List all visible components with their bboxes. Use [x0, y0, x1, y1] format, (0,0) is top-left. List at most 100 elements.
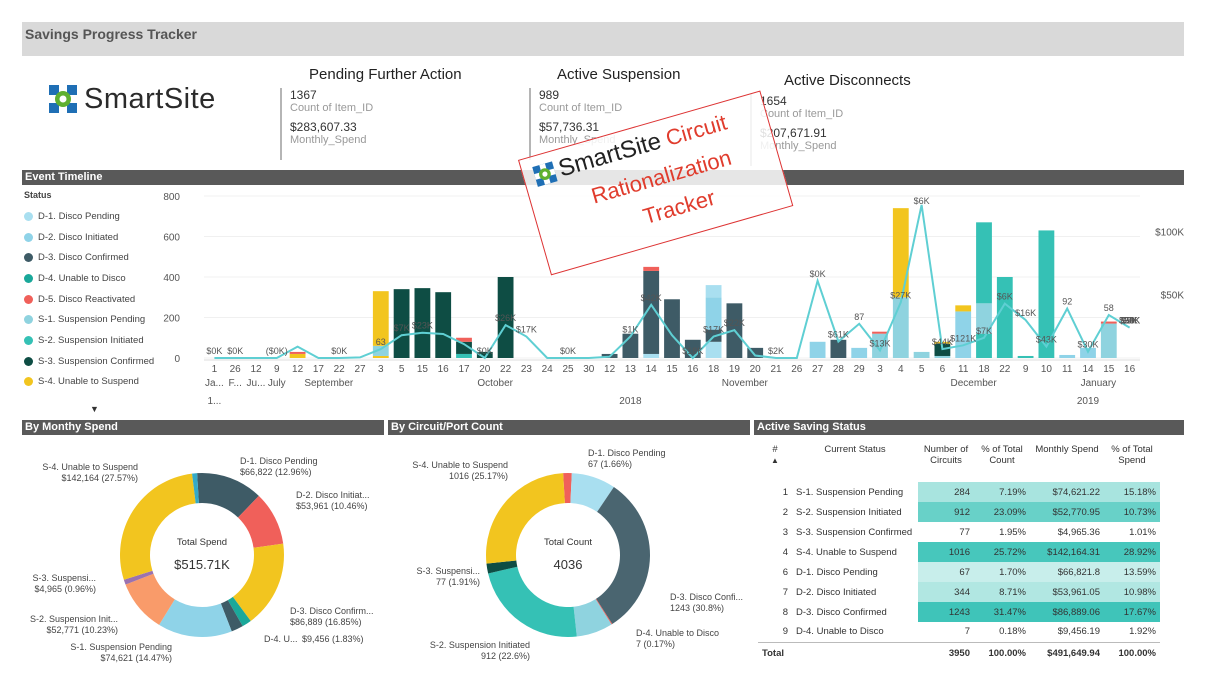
- col-header-status[interactable]: Current Status: [824, 444, 886, 455]
- donut-slice[interactable]: [120, 473, 196, 580]
- timeline-bar[interactable]: [456, 341, 472, 354]
- timeline-bar[interactable]: [913, 351, 930, 358]
- legend-item[interactable]: D-1. Disco Pending: [24, 206, 164, 227]
- data-label: $16K: [1015, 308, 1036, 318]
- stamp-gear-icon: [532, 161, 558, 187]
- timeline-bar[interactable]: [976, 303, 992, 334]
- timeline-bar[interactable]: [476, 351, 493, 358]
- donut-slice[interactable]: [232, 543, 284, 621]
- data-label: $27K: [890, 290, 911, 300]
- timeline-bar[interactable]: [289, 353, 306, 358]
- x-day-label: 15: [417, 364, 429, 375]
- data-label: $61K: [828, 330, 849, 340]
- table-row[interactable]: 9 D-4. Unable to Disco 7 0.18% $9,456.19 1.92…: [758, 622, 1160, 642]
- timeline-bar[interactable]: [643, 266, 660, 271]
- timeline-bar[interactable]: [456, 353, 472, 358]
- donut-slice[interactable]: [159, 599, 232, 637]
- table-row[interactable]: 4 S-4. Unable to Suspend 1016 25.72% $142,16…: [758, 542, 1160, 562]
- timeline-bar[interactable]: [1038, 230, 1055, 358]
- table-row[interactable]: 7 D-2. Disco Initiated 344 8.71% $53,961.05 1…: [758, 582, 1160, 602]
- legend-dot-icon: [24, 253, 33, 263]
- legend-item[interactable]: D-4. Unable to Disco: [24, 268, 164, 289]
- legend-scroll-down-icon[interactable]: ▼: [90, 404, 99, 414]
- timeline-bar[interactable]: [414, 288, 431, 358]
- timeline-bar[interactable]: [892, 208, 909, 298]
- donut-slice[interactable]: [227, 596, 251, 627]
- timeline-bar[interactable]: [372, 291, 389, 346]
- timeline-y-axis: 0 200 400 600 800 $50K $100K: [163, 192, 1184, 365]
- timeline-bar[interactable]: [497, 277, 514, 358]
- timeline-bar[interactable]: [372, 355, 389, 358]
- timeline-bar[interactable]: [435, 292, 452, 358]
- timeline-bar[interactable]: [1017, 355, 1034, 358]
- timeline-bar[interactable]: [996, 277, 1013, 358]
- donut-slice[interactable]: [596, 487, 650, 625]
- x-day-label: 5: [399, 364, 405, 375]
- donut-slice[interactable]: [220, 600, 243, 632]
- row-pct-spend: 10.73%: [1104, 502, 1160, 522]
- donut-slice[interactable]: [563, 473, 572, 504]
- timeline-bar[interactable]: [289, 351, 306, 354]
- timeline-bar[interactable]: [892, 297, 909, 358]
- timeline-bar[interactable]: [664, 299, 680, 358]
- legend-item[interactable]: D-5. Disco Reactivated: [24, 289, 164, 310]
- timeline-bar[interactable]: [1100, 321, 1117, 324]
- timeline-bar[interactable]: [705, 341, 722, 358]
- col-header-pct-spend[interactable]: % of Total Spend: [1111, 444, 1153, 466]
- row-circuits: 1243: [918, 602, 974, 622]
- legend-item[interactable]: S-2. Suspension Initiated: [24, 330, 164, 351]
- legend-item[interactable]: D-2. Disco Initiated: [24, 227, 164, 248]
- data-label: $121K: [950, 333, 976, 343]
- donut-slice[interactable]: [238, 495, 284, 548]
- timeline-bar[interactable]: [705, 285, 722, 298]
- donut-slice[interactable]: [486, 473, 565, 564]
- legend-item[interactable]: S-1. Suspension Pending: [24, 309, 164, 330]
- col-header-spend[interactable]: Monthly Spend: [1035, 444, 1099, 455]
- col-header-pct-count[interactable]: % of Total Count: [981, 444, 1023, 466]
- timeline-bar[interactable]: [934, 355, 951, 358]
- donut-slice[interactable]: [573, 599, 612, 637]
- timeline-bar[interactable]: [372, 345, 389, 356]
- donut-slice[interactable]: [123, 570, 154, 585]
- timeline-bar[interactable]: [747, 347, 764, 358]
- donut-slice[interactable]: [570, 473, 614, 512]
- section-header-spend: By Monthy Spend: [22, 420, 384, 435]
- row-spend: $66,821.8: [1030, 562, 1104, 582]
- timeline-bar[interactable]: [872, 331, 888, 334]
- donut-slice[interactable]: [197, 473, 259, 518]
- table-row[interactable]: 3 S-3. Suspension Confirmed 77 1.95% $4,965.…: [758, 522, 1160, 542]
- legend-item[interactable]: S-3. Suspension Confirmed: [24, 351, 164, 372]
- donut-slice[interactable]: [125, 573, 175, 625]
- timeline-bar[interactable]: [809, 341, 826, 358]
- timeline-bar[interactable]: [643, 353, 660, 358]
- table-row[interactable]: 8 D-3. Disco Confirmed 1243 31.47% $86,889.0…: [758, 602, 1160, 622]
- timeline-bar[interactable]: [705, 297, 722, 330]
- data-label: $24K: [1119, 316, 1140, 326]
- col-header-number[interactable]: # ▲: [771, 444, 779, 465]
- legend-label: D-3. Disco Confirmed: [38, 252, 129, 264]
- donut-slice[interactable]: [486, 560, 518, 574]
- donut-slice[interactable]: [488, 566, 577, 637]
- data-label: 92: [1062, 297, 1072, 307]
- table-row[interactable]: 1 S-1. Suspension Pending 284 7.19% $74,621.…: [758, 482, 1160, 502]
- timeline-bar[interactable]: [1100, 323, 1117, 358]
- timeline-bar[interactable]: [643, 270, 660, 354]
- legend-item[interactable]: D-3. Disco Confirmed: [24, 247, 164, 268]
- legend-dot-icon: [24, 356, 33, 366]
- timeline-bar[interactable]: [851, 347, 868, 358]
- data-label: $43K: [1036, 335, 1057, 345]
- donut-slice[interactable]: [192, 473, 199, 504]
- col-header-circuits[interactable]: Number of Circuits: [923, 444, 969, 466]
- sort-asc-icon[interactable]: ▲: [771, 456, 779, 465]
- timeline-bar[interactable]: [456, 337, 472, 342]
- timeline-bar[interactable]: [955, 305, 972, 312]
- timeline-bar[interactable]: [393, 289, 410, 358]
- legend-item[interactable]: S-4. Unable to Suspend: [24, 372, 164, 393]
- donut-slice[interactable]: [595, 598, 613, 625]
- timeline-bar[interactable]: [1059, 354, 1076, 358]
- total-spend: $491,649.94: [1030, 641, 1104, 664]
- timeline-bar[interactable]: [830, 339, 847, 358]
- table-row[interactable]: 2 S-2. Suspension Initiated 912 23.09% $52,7…: [758, 502, 1160, 522]
- timeline-bar[interactable]: [976, 222, 992, 304]
- table-row[interactable]: 6 D-1. Disco Pending 67 1.70% $66,821.8 13.59…: [758, 562, 1160, 582]
